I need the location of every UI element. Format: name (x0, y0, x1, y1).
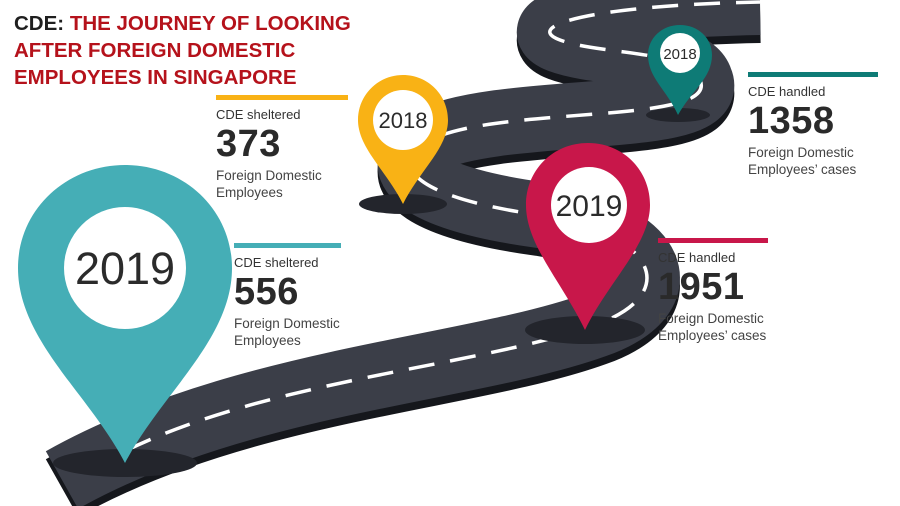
stat-description-line: Employees (234, 333, 301, 348)
title-prefix: CDE: (14, 12, 65, 35)
stat-description-line: Foreign Domestic (658, 311, 764, 326)
stat-description: Foreign Domestic Employees’ cases (658, 310, 768, 344)
stat-accent-bar (234, 243, 341, 248)
stat-accent-bar (216, 95, 348, 100)
location-pin-icon: 2019 (526, 143, 650, 330)
stat-description: Foreign Domestic Employees (216, 167, 348, 201)
stat-description-line: Foreign Domestic (748, 145, 854, 160)
stat-accent-bar (658, 238, 768, 243)
stat-number: 1358 (748, 100, 835, 142)
stat-description-line: Foreign Domestic (216, 168, 322, 183)
stat-number: 1951 (658, 266, 745, 308)
stat-block: CDE sheltered 373 Foreign Domestic Emplo… (216, 95, 348, 201)
stat-label: CDE handled (658, 250, 736, 265)
stat-number: 373 (216, 123, 281, 165)
stat-block: CDE handled 1358 Foreign Domestic Employ… (748, 72, 878, 178)
stat-description-line: Foreign Domestic (234, 316, 340, 331)
stat-block: CDE sheltered 556 Foreign Domestic Emplo… (234, 243, 341, 349)
stat-description-line: Employees’ cases (658, 328, 767, 343)
title-text: THE JOURNEY OF LOOKING AFTER FOREIGN DOM… (14, 12, 351, 89)
page-title: CDE: THE JOURNEY OF LOOKING AFTER FOREIG… (14, 10, 414, 91)
stat-accent-bar (748, 72, 878, 77)
stat-description: Foreign Domestic Employees’ cases (748, 144, 878, 178)
stat-block: CDE handled 1951 Foreign Domestic Employ… (658, 238, 768, 344)
pin-year-label: 2019 (75, 243, 175, 294)
location-pin-icon: 2018 (358, 75, 448, 204)
stat-description-line: Employees’ cases (748, 162, 857, 177)
pin-year-label: 2019 (556, 190, 623, 223)
pin-year-label: 2018 (663, 46, 696, 63)
location-pin-icon: 2019 (18, 165, 232, 463)
stat-label: CDE sheltered (216, 107, 301, 122)
location-pin-icon: 2018 (648, 25, 712, 115)
stat-label: CDE sheltered (234, 255, 319, 270)
stat-number: 556 (234, 271, 299, 313)
stat-label: CDE handled (748, 84, 826, 99)
stat-description-line: Employees (216, 185, 283, 200)
stat-description: Foreign Domestic Employees (234, 315, 341, 349)
pin-year-label: 2018 (379, 108, 428, 133)
